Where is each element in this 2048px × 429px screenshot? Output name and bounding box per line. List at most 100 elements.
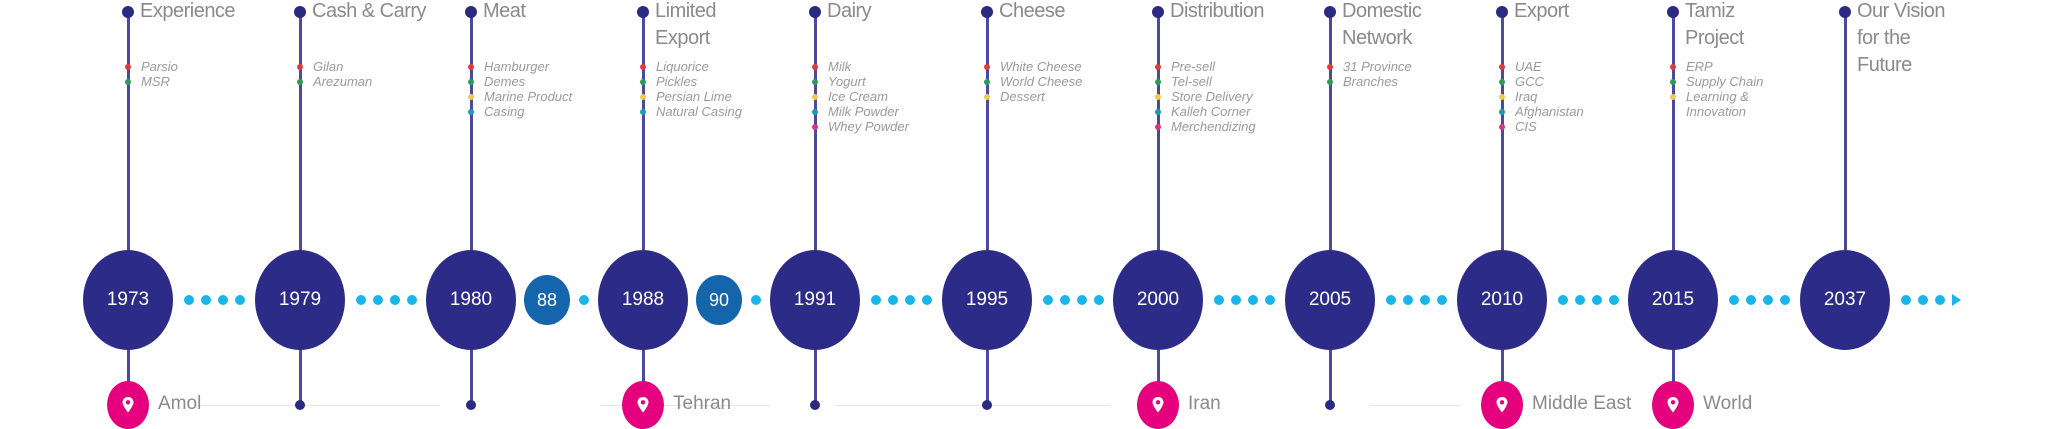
event-item: Dessert: [984, 89, 1082, 104]
baseline-segment: [1370, 405, 1460, 406]
event-title: Tamiz Project: [1685, 0, 1744, 52]
connector-dot: [905, 295, 915, 305]
event-items: Parsio MSR: [125, 59, 178, 89]
event-item-text: Merchendizing: [1171, 119, 1256, 134]
bullet-dot-icon: [297, 79, 303, 85]
event-item-text: Hamburger: [484, 59, 550, 74]
event-item: Supply Chain: [1670, 74, 1764, 89]
bottom-dot: [466, 400, 476, 410]
event-item-text: Afghanistan: [1515, 104, 1584, 119]
event-title-line: Distribution: [1170, 0, 1265, 22]
bottom-stem: [1501, 300, 1504, 405]
event-stem: [986, 12, 989, 300]
event-title: Limited Export: [655, 0, 716, 52]
event-item-text: Iraq: [1515, 89, 1538, 104]
event-item: Iraq: [1499, 89, 1584, 104]
event-title: Experience: [140, 0, 236, 25]
location-pin-icon: [107, 381, 149, 429]
bullet-dot-icon: [297, 64, 303, 70]
bullet-dot-icon: [812, 79, 818, 85]
connector-dot: [871, 295, 881, 305]
bottom-dot: [1325, 400, 1335, 410]
event-item-text: Marine Product: [484, 89, 573, 104]
event-item: Kalleh Corner: [1155, 104, 1256, 119]
location-label: World: [1703, 393, 1753, 414]
year-circle: 2000: [1113, 250, 1203, 350]
event-items: UAE GCC Iraq Afghanistan CIS: [1499, 59, 1584, 134]
connector-dot: [1248, 295, 1258, 305]
stem-top-dot: [294, 6, 306, 18]
bullet-dot-icon: [1327, 64, 1333, 70]
event-title: Domestic Network: [1342, 0, 1422, 52]
year-circle: 1980: [426, 250, 516, 350]
bottom-stem: [1672, 300, 1675, 405]
event-item: ERP: [1670, 59, 1763, 74]
bullet-dot-icon: [1499, 124, 1505, 130]
location-label: Iran: [1188, 393, 1221, 414]
event-item: Learning &: [1670, 89, 1763, 104]
event-item-text: Supply Chain: [1686, 74, 1764, 89]
year-circle: 2015: [1628, 250, 1718, 350]
stem-top-dot: [1839, 6, 1851, 18]
event-items: Hamburger Demes Marine Product Casing: [468, 59, 573, 119]
connector-dot: [1935, 295, 1945, 305]
connector-dot: [1729, 295, 1739, 305]
event-item-text: Milk: [828, 59, 852, 74]
connector-dot: [1231, 295, 1241, 305]
bottom-stem: [1329, 300, 1332, 405]
year-circle: 1995: [942, 250, 1032, 350]
event-title-line: Experience: [140, 0, 236, 22]
event-items: Liquorice Pickles Persian Lime Natural Casi…: [640, 59, 742, 119]
small-year-marker: 90: [696, 275, 742, 325]
stem-top-dot: [1496, 6, 1508, 18]
year-circle: 2005: [1285, 250, 1375, 350]
connector-dot: [888, 295, 898, 305]
event-stem: [1844, 12, 1847, 300]
connector-dot: [201, 295, 211, 305]
event-item: Branches: [1327, 74, 1412, 89]
event-item: Natural Casing: [640, 104, 742, 119]
year-circle: 1979: [255, 250, 345, 350]
year-circle: 2010: [1457, 250, 1547, 350]
bullet-dot-icon: [1670, 64, 1676, 70]
event-title-line: Tamiz: [1685, 0, 1735, 22]
location-pin-icon: [1481, 381, 1523, 429]
event-stem: [299, 12, 302, 300]
event-item: Afghanistan: [1499, 104, 1584, 119]
connector-dot: [1214, 295, 1224, 305]
connector-dot: [1060, 295, 1070, 305]
event-item: Pickles: [640, 74, 742, 89]
event-item: Milk: [812, 59, 909, 74]
bullet-dot-icon: [984, 79, 990, 85]
event-item: Hamburger: [468, 59, 572, 74]
bullet-dot-icon: [1327, 79, 1333, 85]
event-item-text: Demes: [484, 74, 526, 89]
event-title: Dairy: [827, 0, 872, 25]
event-stem: [1157, 12, 1160, 300]
bullet-dot-icon: [1155, 109, 1161, 115]
bullet-dot-icon: [640, 94, 646, 100]
event-item: Merchendizing: [1155, 119, 1256, 134]
event-stem: [127, 12, 130, 300]
event-item-text: MSR: [141, 74, 170, 89]
event-item-text: Arezuman: [313, 74, 373, 89]
event-item: Demes: [468, 74, 572, 89]
connector-dot: [1043, 295, 1053, 305]
bullet-dot-icon: [1670, 94, 1676, 100]
event-item-text: Learning &: [1686, 89, 1749, 104]
location-pin-icon: [1137, 381, 1179, 429]
connector-dot: [407, 295, 417, 305]
baseline-segment: [835, 405, 1110, 406]
connector-dot: [1575, 295, 1585, 305]
event-title-line: Future: [1857, 54, 1912, 76]
event-item-text: Branches: [1343, 74, 1398, 89]
event-item-text: Milk Powder: [828, 104, 899, 119]
connector-dot: [1265, 295, 1275, 305]
bullet-dot-icon: [125, 79, 131, 85]
event-item-text: Innovation: [1686, 104, 1746, 119]
baseline-segment: [195, 405, 440, 406]
bullet-dot-icon: [1499, 94, 1505, 100]
event-item: Liquorice: [640, 59, 742, 74]
event-item-text: Tel-sell: [1171, 74, 1212, 89]
event-item-text: Store Delivery: [1171, 89, 1253, 104]
